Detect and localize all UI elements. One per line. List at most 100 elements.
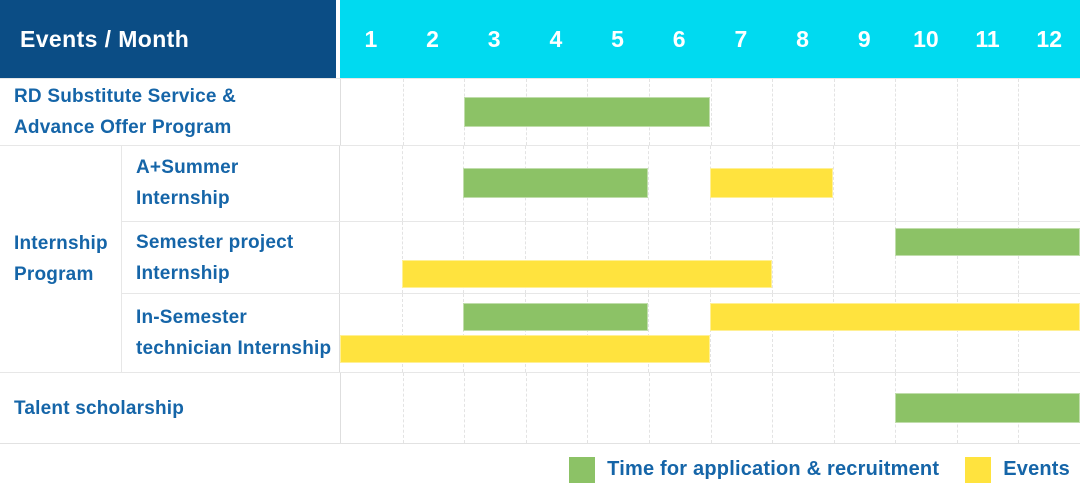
row-label-talent-scholarship: Talent scholarship [0,373,340,443]
legend-item-events: Events [965,456,1070,483]
month-gridline [648,294,650,373]
group-sub-rows: A+Summer Internship Semester project Int… [122,146,1080,373]
gantt-bar-application [464,97,711,127]
row-label-line: technician Internship [136,338,332,360]
row-label-line: Internship [136,262,230,284]
month-gridline [895,221,896,294]
month-gridline [525,221,526,294]
internship-program-group: Internship Program A+Summer Internship S… [0,145,1080,373]
table-row: RD Substitute Service & Advance Offer Pr… [0,78,1080,145]
gantt-bar-application [463,303,649,332]
row-label-in-semester-technician: In-Semester technician Internship [122,294,339,372]
month-header-cell: 6 [672,25,686,52]
month-gridline [833,146,835,221]
gantt-bar-application [895,227,1080,256]
row-label-line: In-Semester [136,307,247,329]
month-gridline [1018,294,1020,373]
month-gridline [586,221,588,294]
table-row: A+Summer Internship [122,146,1080,221]
month-gridline [956,294,958,373]
gantt-bar-event [710,168,834,199]
gantt-grid-cell [339,294,1080,373]
month-header-cell: 4 [549,25,563,52]
gantt-grid-cell [339,221,1080,294]
events-month-header-cell: Events / Month [0,0,340,78]
month-gridline [525,373,527,443]
month-header-cell: 3 [487,25,501,52]
row-label-line: Internship [136,188,230,210]
event-color-swatch-icon [965,456,992,483]
month-gridline [463,294,465,373]
month-gridline [772,79,774,145]
month-gridline [771,294,773,373]
month-gridline [710,221,711,294]
month-gridline [710,79,712,145]
gantt-bar-event [710,303,1080,332]
group-label-internship-program: Internship Program [0,146,122,372]
month-gridline [710,373,712,443]
row-label-line: RD Substitute Service & [14,86,237,107]
month-header-cell: 1 [364,25,378,52]
month-gridline [833,79,835,145]
header-row: Events / Month 1 2 3 4 5 6 7 8 9 10 11 12 [0,0,1080,78]
month-gridline [1018,221,1020,294]
month-header-cell: 8 [796,25,809,52]
month-gridline [648,373,650,443]
month-gridline [401,146,403,221]
month-gridline [464,373,466,443]
gantt-grid-cell [340,79,1080,145]
month-gridline [895,146,896,221]
application-color-swatch-icon [569,456,596,483]
gantt-grid-cell [340,373,1080,443]
row-label-rd-substitute: RD Substitute Service & Advance Offer Pr… [0,79,340,145]
month-header-cell: 2 [426,25,439,52]
row-label-line: A+Summer [136,157,239,179]
month-header-cell: 5 [611,25,624,52]
month-gridline [895,294,896,373]
gantt-bar-event [340,335,710,364]
legend-label: Time for application & recruitment [607,458,940,480]
gantt-bar-event [401,259,772,288]
month-header-cell: 11 [975,25,1000,52]
month-gridline [648,221,650,294]
chart-legend: Time for application & recruitment Event… [0,444,1080,494]
gantt-bar-application [463,168,649,199]
table-row: Talent scholarship [0,372,1080,443]
month-header-cell: 12 [1036,25,1063,52]
month-header-cell: 7 [734,25,748,52]
gantt-grid-cell [339,146,1080,221]
month-gridline [956,221,958,294]
events-month-header-label: Events / Month [20,25,190,52]
month-gridline [956,79,958,145]
row-label-line: Semester project [136,231,294,253]
month-gridline [402,79,404,145]
legend-item-application: Time for application & recruitment [569,456,940,483]
table-row: In-Semester technician Internship [122,293,1080,373]
month-gridline [1018,79,1020,145]
month-gridline [833,373,835,443]
row-label-line: Advance Offer Program [14,117,232,138]
month-gridline [710,294,711,373]
month-gridline [772,373,774,443]
month-gridline [401,221,403,294]
month-header-cell: 9 [857,25,871,52]
row-label-semester-project: Semester project Internship [122,222,339,294]
month-header-cell: 10 [913,25,939,52]
month-gridline [1018,146,1020,221]
month-gridline [648,146,650,221]
group-label-text: Internship Program [14,233,108,285]
table-row: Semester project Internship [122,220,1080,294]
month-gridline [586,294,588,373]
legend-label: Events [1003,458,1070,480]
month-gridline [771,221,773,294]
month-header-row: 1 2 3 4 5 6 7 8 9 10 11 12 [340,0,1080,78]
row-label-a-summer: A+Summer Internship [122,146,339,221]
gantt-bar-application [895,393,1080,423]
month-gridline [525,294,526,373]
month-gridline [956,146,958,221]
month-gridline [587,373,589,443]
month-gridline [833,294,835,373]
month-gridline [463,221,465,294]
month-gridline [895,79,897,145]
